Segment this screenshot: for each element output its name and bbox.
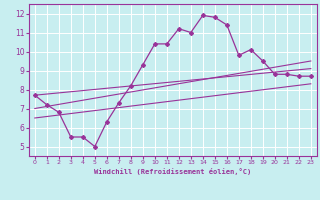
X-axis label: Windchill (Refroidissement éolien,°C): Windchill (Refroidissement éolien,°C) [94,168,252,175]
